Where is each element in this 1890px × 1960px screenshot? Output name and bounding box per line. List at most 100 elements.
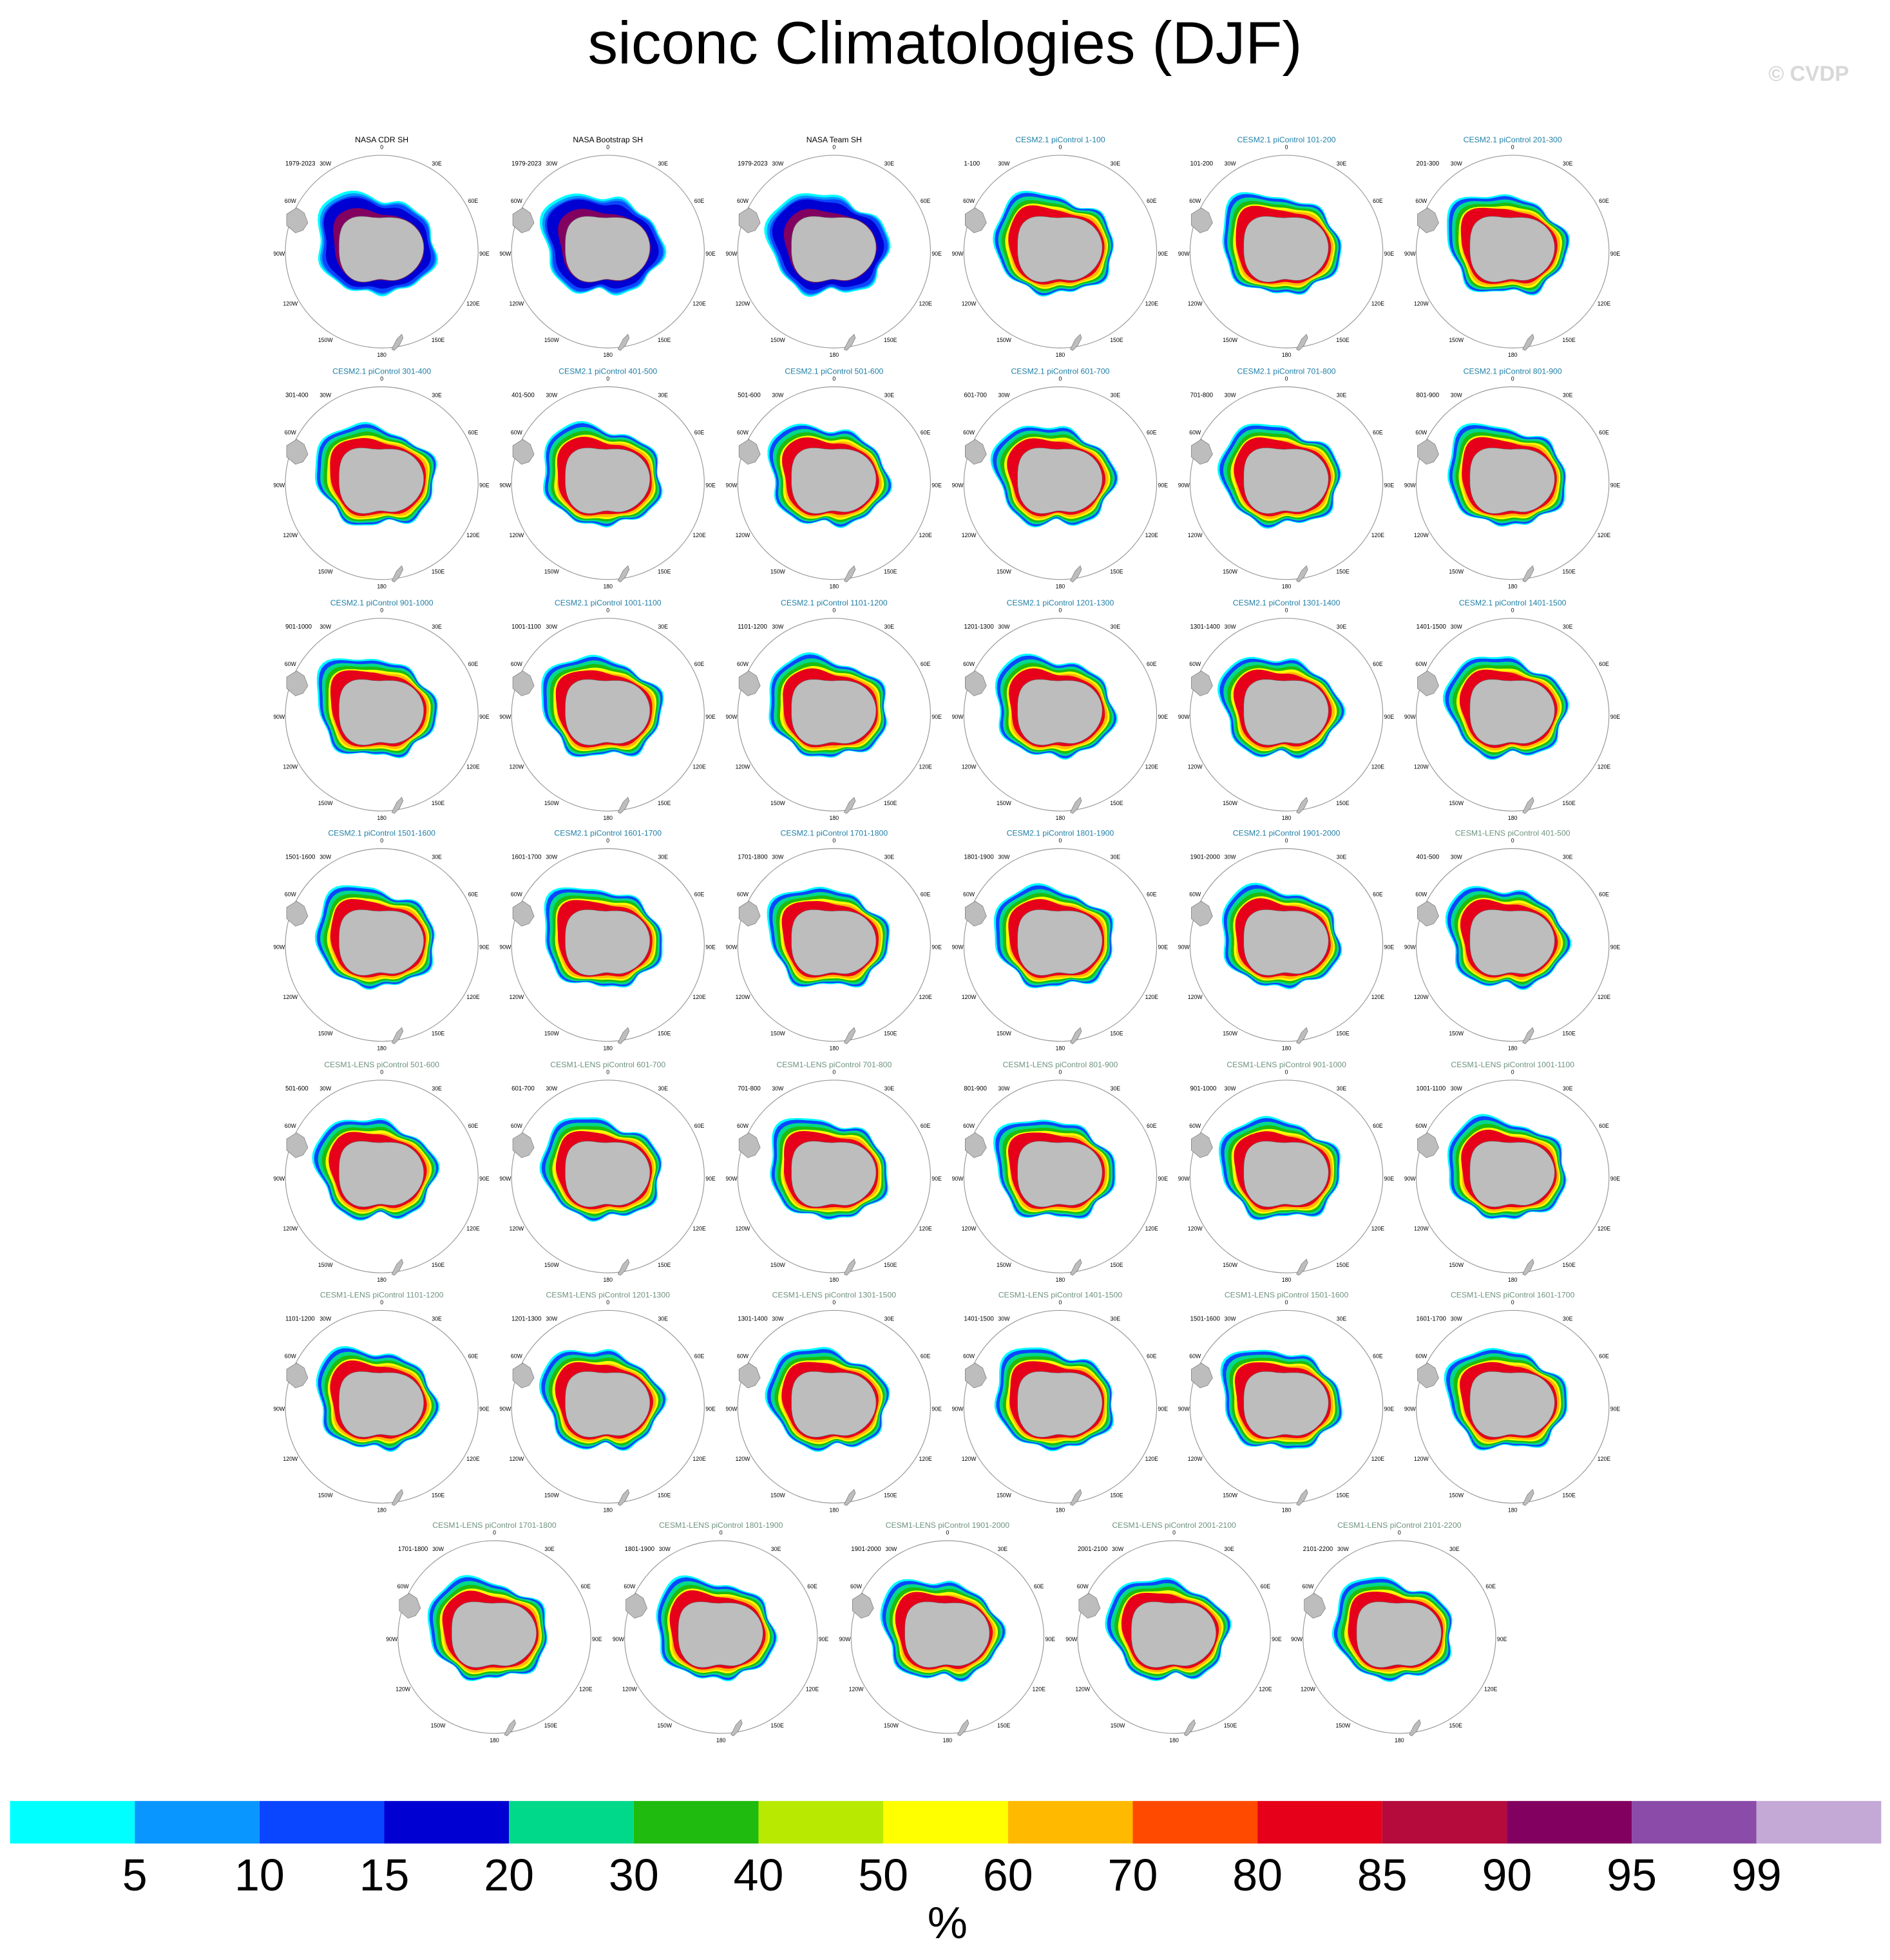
south-america [1078,1593,1101,1619]
lon-label: 60E [1147,1353,1157,1360]
new-zealand [617,565,630,582]
lon-label: 30E [1563,623,1573,630]
map-boundary [1189,155,1384,348]
map-panel: CESM1-LENS piControl 1301-1500 1301-1400 0… [726,1290,942,1513]
lon-label: 90E [1610,714,1621,720]
lon-label: 150E [1336,337,1350,343]
lon-label: 150E [432,1030,445,1036]
lon-label: 30W [320,1085,332,1092]
lon-label: 180 [1508,1045,1518,1052]
lon-label: 90W [726,944,738,950]
lon-label: 90W [1404,1405,1417,1412]
map-boundary [1189,386,1384,580]
lon-label: 0 [606,144,609,151]
lon-label: 150W [318,1030,334,1036]
lon-label: 150E [770,1722,784,1729]
panel-title: CESM1-LENS piControl 1401-1500 [998,1290,1123,1299]
panel-period: 2101-2200 [1303,1546,1333,1553]
map-panel: CESM1-LENS piControl 1101-1200 1101-1200 0… [273,1290,490,1513]
lon-label: 30W [1112,1546,1124,1552]
lon-label: 30W [546,623,558,630]
panel-title: CESM1-LENS piControl 1301-1500 [772,1290,897,1299]
lon-label: 0 [380,1069,383,1076]
lon-label: 60W [1189,430,1201,436]
lon-label: 180 [377,584,387,590]
lon-label: 30W [772,1085,784,1092]
new-zealand [843,1027,856,1044]
lon-label: 120E [1145,1456,1159,1462]
lon-label: 90W [1178,714,1190,720]
lon-label: 90W [1404,944,1417,950]
colorbar-label: 30 [609,1850,659,1900]
lon-label: 180 [377,352,387,358]
map-panel: CESM2.1 piControl 1001-1100 1001-1100 0 30E… [499,598,716,821]
lon-label: 90E [1610,1175,1621,1182]
antarctica [1243,448,1329,514]
lon-label: 90W [499,251,511,257]
lon-label: 120W [962,1456,977,1462]
colorbar-unit: % [928,1898,968,1948]
south-america [1417,671,1439,696]
lon-label: 60E [581,1583,591,1590]
lon-label: 120E [1598,763,1611,770]
map-boundary [963,386,1158,580]
lon-label: 0 [720,1530,723,1536]
colorbar-box [633,1801,759,1844]
map-boundary [963,1080,1158,1273]
antarctica [451,1601,537,1668]
lon-label: 180 [716,1737,726,1744]
lon-label: 150W [544,800,560,806]
lon-label: 30W [659,1546,671,1552]
lon-label: 150E [884,1262,897,1268]
lon-label: 90W [952,1175,964,1182]
new-zealand [1522,1027,1534,1044]
lon-label: 120E [1371,763,1385,770]
panel-period: 801-900 [1417,392,1440,399]
lon-label: 60W [963,1123,975,1129]
lon-label: 150W [770,568,786,575]
lon-label: 180 [603,1507,613,1514]
antarctica [791,1141,877,1208]
lon-label: 120W [1075,1686,1091,1693]
south-america [399,1593,421,1619]
map-panel: CESM2.1 piControl 201-300 201-300 0 30E 60E 9… [1404,135,1621,358]
lon-label: 60W [1415,198,1427,204]
lon-label: 0 [1398,1530,1401,1536]
lon-label: 30W [885,1546,897,1552]
south-america [512,1362,535,1389]
antarctica [565,1141,651,1208]
lon-label: 150W [997,337,1012,343]
lon-label: 90W [1178,1405,1190,1412]
lon-label: 30W [998,1085,1011,1092]
map-boundary [1077,1540,1271,1734]
lon-label: 0 [1059,144,1062,151]
new-zealand [1183,1719,1196,1736]
new-zealand [1296,1489,1308,1506]
lon-label: 120W [1414,1456,1429,1462]
lon-label: 120W [283,763,298,770]
lon-label: 120W [1414,994,1429,1000]
lon-label: 120W [283,532,298,538]
lon-label: 120W [283,1225,298,1232]
lon-label: 90W [726,714,738,720]
lon-label: 30W [1451,1085,1463,1092]
lon-label: 60E [1599,891,1609,898]
lon-label: 120E [1371,1225,1385,1232]
panel-period: 1001-1100 [511,623,541,631]
lon-label: 30W [546,1085,558,1092]
panel-period: 101-200 [1190,160,1213,167]
lon-label: 120E [466,532,480,538]
lon-label: 30W [772,853,784,860]
panel-period: 1301-1400 [738,1316,768,1323]
lon-label: 150W [1223,1030,1238,1036]
lon-label: 30E [1337,853,1347,860]
new-zealand [1070,334,1082,351]
new-zealand [1296,797,1308,814]
lon-label: 90E [1497,1636,1507,1642]
map-boundary [511,1309,705,1504]
lon-label: 150E [1336,1492,1350,1498]
panel-title: CESM1-LENS piControl 1701-1800 [432,1521,557,1530]
lon-label: 180 [1056,1277,1065,1283]
lon-label: 60W [737,430,749,436]
lon-label: 30W [772,160,784,167]
